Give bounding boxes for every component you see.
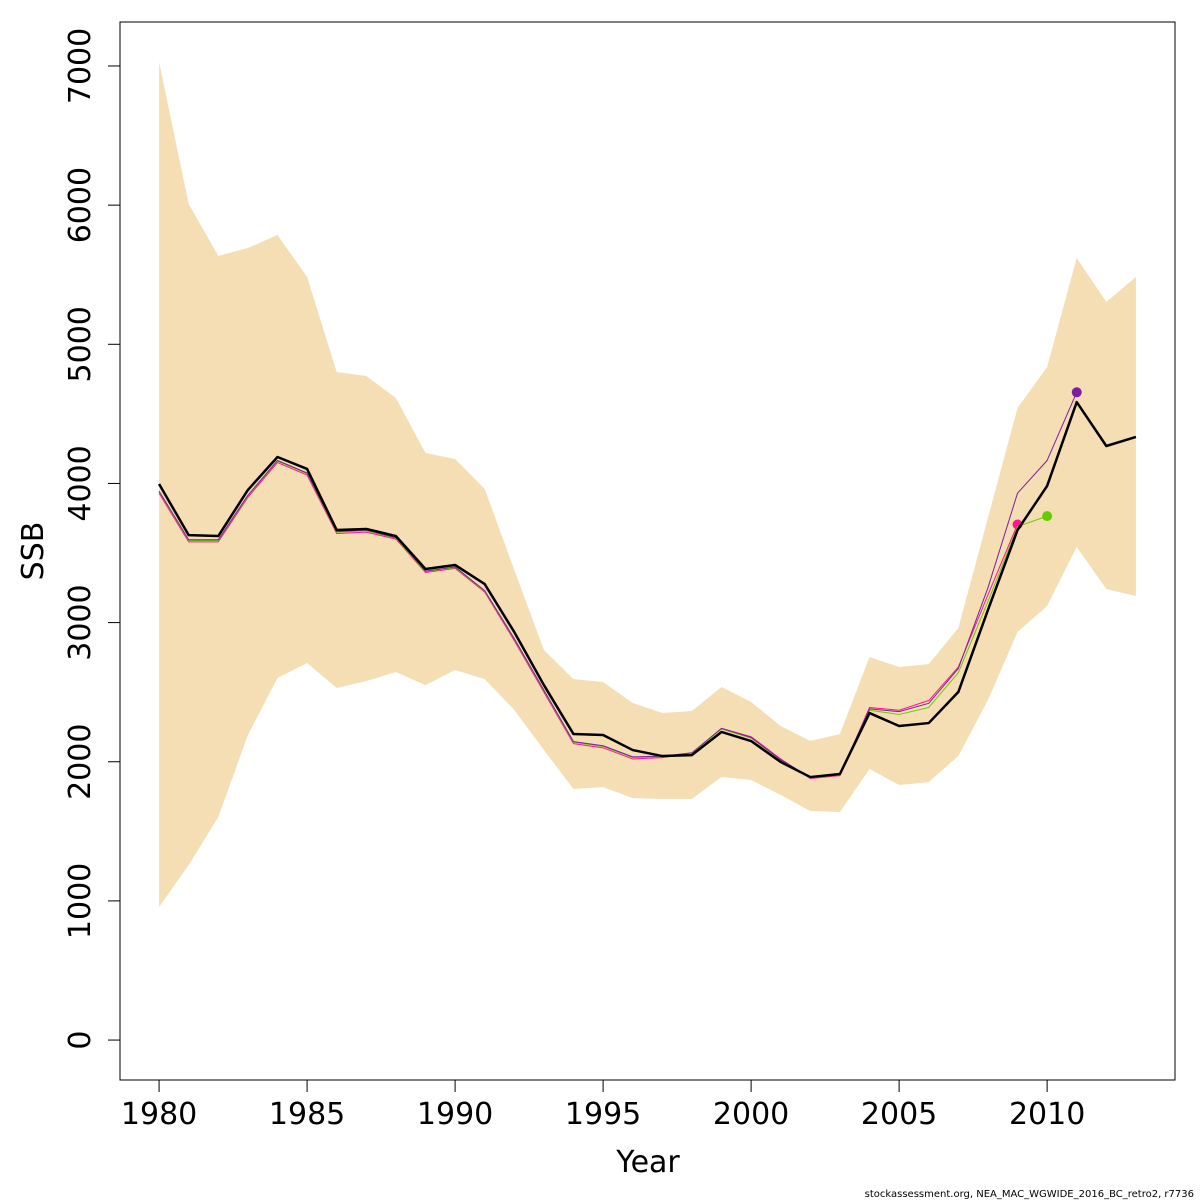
confidence-band [159, 61, 1136, 908]
series-line [157, 400, 1137, 779]
x-tick-label: 1995 [565, 1097, 641, 1132]
x-axis-title: Year [615, 1145, 680, 1180]
y-tick-label: 7000 [63, 28, 98, 104]
x-tick-label: 1980 [121, 1097, 197, 1132]
y-tick-label: 5000 [63, 306, 98, 382]
x-tick-label: 2010 [1009, 1097, 1085, 1132]
y-tick-label: 3000 [63, 584, 98, 660]
y-tick-label: 2000 [63, 724, 98, 800]
y-tick-label: 4000 [63, 445, 98, 521]
end-point [1042, 511, 1053, 522]
y-tick-label: 1000 [63, 863, 98, 939]
x-tick-label: 2005 [861, 1097, 937, 1132]
footnote: stockassessment.org, NEA_MAC_WGWIDE_2016… [865, 1189, 1194, 1200]
series-line [158, 392, 1078, 778]
y-axis-title: SSB [16, 522, 51, 581]
x-tick-label: 1990 [417, 1097, 493, 1132]
series-line [158, 462, 1018, 779]
x-tick-label: 2000 [713, 1097, 789, 1132]
y-tick-label: 0 [63, 1031, 98, 1050]
x-tick-label: 1985 [269, 1097, 345, 1132]
end-point [1071, 387, 1082, 398]
y-tick-label: 6000 [63, 167, 98, 243]
